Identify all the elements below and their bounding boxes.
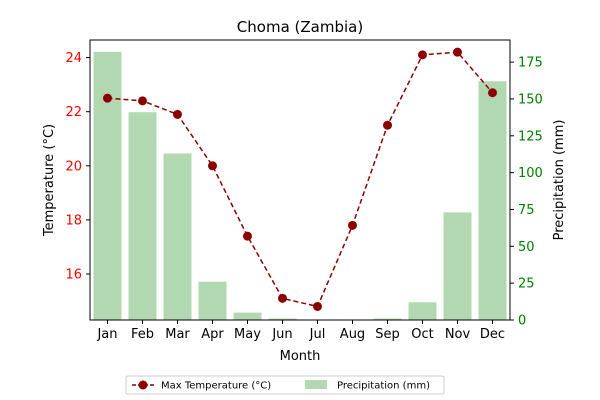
temperature-point-oct (418, 50, 427, 60)
precipitation-bar-apr (198, 281, 227, 320)
precipitation-bars (93, 51, 507, 321)
legend-precipitation-swatch (305, 380, 327, 389)
x-tick-label: Sep (375, 327, 400, 342)
legend-precipitation-label: Precipitation (mm) (337, 381, 430, 392)
x-tick-label: Apr (201, 327, 224, 342)
temperature-point-may (243, 231, 252, 241)
temperature-point-dec (488, 88, 497, 98)
precipitation-bar-feb (128, 112, 157, 320)
legend-temperature-label: Max Temperature (°C) (161, 381, 271, 392)
left-tick-label: 24 (65, 51, 82, 66)
right-tick-label: 175 (518, 56, 543, 71)
temperature-point-jul (313, 301, 322, 311)
x-tick-label: Aug (340, 327, 365, 342)
temperature-point-mar (173, 109, 182, 119)
temperature-point-jun (278, 293, 287, 303)
legend-temperature-marker (138, 380, 148, 390)
x-tick-label: Jan (96, 327, 117, 342)
temperature-line (107, 51, 494, 308)
right-tick-label: 0 (518, 314, 526, 329)
temperature-point-sep (383, 120, 392, 130)
legend-box (125, 375, 445, 395)
x-tick-label: Jun (271, 327, 292, 342)
precipitation-bar-mar (163, 153, 192, 320)
right-tick-label: 100 (518, 166, 543, 181)
x-tick-label: Mar (165, 327, 190, 342)
legend: Max Temperature (°C) Precipitation (mm) (125, 375, 445, 395)
left-tick-label: 16 (65, 268, 82, 283)
right-tick-label: 125 (518, 129, 543, 144)
chart-title: Choma (Zambia) (237, 18, 363, 36)
left-tick-label: 20 (65, 159, 82, 174)
plot-frame (89, 39, 511, 321)
right-tick-label: 150 (518, 92, 543, 107)
x-tick-label: May (234, 327, 261, 342)
temperature-point-feb (138, 96, 147, 106)
temperature-point-aug (348, 220, 357, 230)
precipitation-bar-jan (93, 51, 122, 320)
x-tick-label: Nov (445, 327, 471, 342)
x-axis-ticks: Jan Feb Mar Apr May Jun Jul Aug Sep Oct Nov Dec (96, 320, 505, 342)
precipitation-bar-oct (408, 302, 437, 320)
precipitation-bar-dec (478, 81, 507, 321)
temperature-point-apr (208, 161, 217, 171)
x-tick-label: Dec (480, 327, 505, 342)
temperature-line-layer (103, 47, 497, 311)
precipitation-bar-jun (268, 318, 297, 320)
right-tick-label: 75 (518, 203, 535, 218)
x-tick-label: Oct (411, 327, 433, 342)
left-axis-ticks: 16 18 20 22 24 (65, 51, 90, 283)
x-axis-label: Month (280, 349, 321, 364)
right-axis-ticks: 0 25 50 75 100 125 150 175 (510, 56, 543, 329)
precipitation-bar-sep (373, 318, 402, 320)
x-tick-label: Feb (131, 327, 154, 342)
right-tick-label: 25 (518, 277, 535, 292)
right-tick-label: 50 (518, 240, 535, 255)
precipitation-bar-may (233, 312, 262, 320)
temperature-point-jan (103, 93, 112, 103)
left-axis-label: Temperature (°C) (42, 124, 57, 237)
right-axis-label: Precipitation (mm) (552, 120, 567, 241)
left-tick-label: 22 (65, 105, 82, 120)
temperature-point-nov (453, 47, 462, 57)
x-tick-label: Jul (309, 327, 326, 342)
left-tick-label: 18 (65, 213, 82, 228)
precipitation-bar-nov (443, 212, 472, 320)
